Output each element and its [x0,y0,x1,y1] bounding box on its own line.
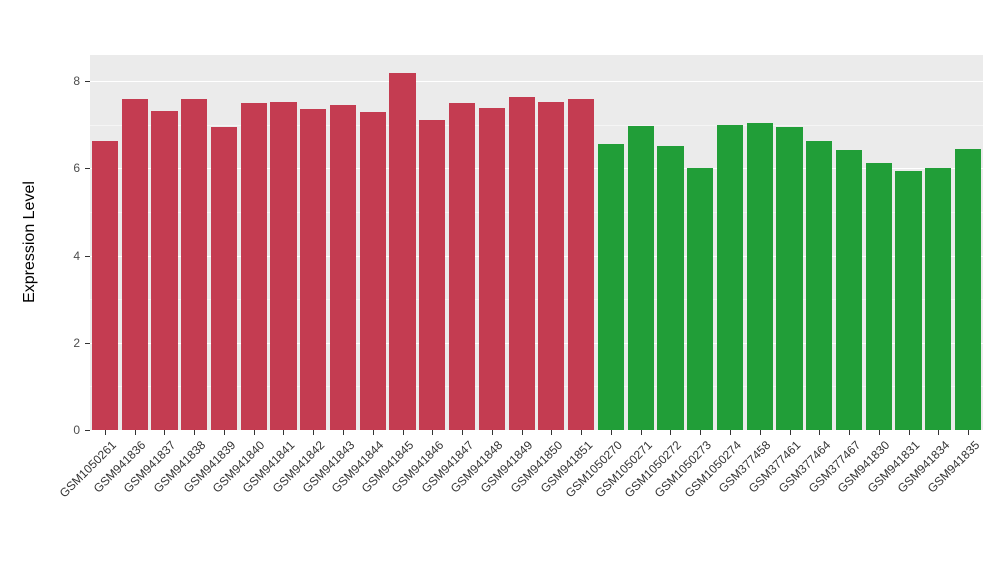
bar-GSM1050270 [597,143,624,430]
x-tick-mark [194,430,196,435]
bar-GSM941844 [359,111,386,430]
x-tick-mark [343,430,345,435]
gridline-minor [90,299,983,301]
bar-GSM941849 [508,96,535,430]
x-tick-mark [968,430,970,435]
bar-GSM1050261 [91,141,118,430]
bar-GSM1050272 [657,145,684,430]
x-tick-mark [432,430,434,435]
bar-GSM377467 [835,150,863,430]
bar-GSM941842 [300,108,327,430]
x-tick-mark [551,430,553,435]
gridline-major [90,430,983,431]
x-tick-mark [789,430,791,435]
bar-GSM941831 [895,170,922,430]
y-tick-mark [85,168,90,170]
x-tick-mark [402,430,404,435]
x-tick-mark [253,430,255,435]
x-tick-mark [729,430,731,435]
y-tick-mark [85,81,90,83]
gridline-major [90,255,983,257]
gridline-major [90,81,983,83]
bar-GSM941843 [329,105,357,430]
bar-GSM941838 [181,98,208,430]
bar-GSM941840 [240,102,267,430]
x-tick-mark [104,430,106,435]
y-tick-label: 4 [73,248,80,263]
x-tick-mark [134,430,136,435]
bar-GSM941830 [865,162,892,430]
bar-GSM377461 [776,126,803,430]
y-axis-title: Expression Level [21,181,38,303]
bar-GSM377458 [746,123,773,430]
y-tick-label: 6 [73,161,80,176]
y-tick-label: 2 [73,335,80,350]
plot-panel [90,55,983,431]
y-tick-mark [85,342,90,344]
bar-GSM1050271 [627,126,654,430]
x-tick-mark [640,430,642,435]
x-tick-mark [610,430,612,435]
x-tick-mark [581,430,583,435]
bar-GSM377464 [806,141,833,430]
x-tick-mark [938,430,940,435]
y-tick-label: 8 [73,74,80,89]
bar-GSM941847 [448,102,476,430]
x-tick-mark [372,430,374,435]
bar-GSM941837 [151,110,178,430]
x-tick-mark [878,430,880,435]
bar-GSM941845 [389,73,416,430]
gridline-minor [90,124,983,126]
x-tick-mark [164,430,166,435]
x-tick-mark [819,430,821,435]
x-tick-mark [283,430,285,435]
bar-GSM941839 [210,126,238,430]
x-tick-mark [759,430,761,435]
bar-GSM941850 [538,102,565,430]
x-tick-mark [223,430,225,435]
x-tick-mark [313,430,315,435]
y-tick-mark [85,255,90,257]
gridline-major [90,168,983,170]
bar-GSM941848 [478,108,505,430]
y-tick-label: 0 [73,423,80,437]
gridline-minor [90,386,983,388]
bar-GSM941841 [270,101,297,430]
gridline-major [90,342,983,344]
x-tick-mark [908,430,910,435]
x-tick-mark [491,430,493,435]
x-tick-mark [670,430,672,435]
x-tick-mark [521,430,523,435]
bar-GSM941846 [419,119,446,430]
bar-GSM941851 [568,99,595,430]
bar-GSM1050274 [716,125,744,430]
x-tick-mark [462,430,464,435]
x-tick-mark [700,430,702,435]
bar-GSM1050273 [687,167,714,430]
bar-GSM941834 [925,168,952,430]
bar-GSM941836 [121,99,148,430]
bar-GSM941835 [955,148,982,430]
y-tick-mark [85,430,90,431]
x-tick-mark [849,430,851,435]
gridline-minor [90,211,983,213]
